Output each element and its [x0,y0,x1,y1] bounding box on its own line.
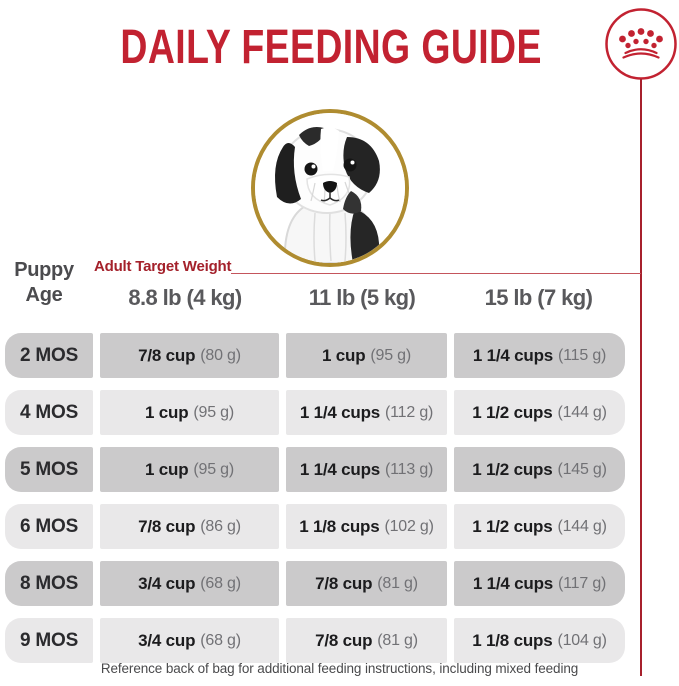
cup-amount: 1 cup [144,459,189,479]
feeding-cell: 3/4 cup (68 g) [100,618,279,663]
feeding-cell: 1 1/8 cups (102 g) [286,504,447,549]
cup-amount: 1 cup [144,402,189,422]
group-label-adult-target-weight: Adult Target Weight [94,258,232,275]
feeding-cell: 1 1/4 cups (115 g) [454,333,625,378]
cup-amount: 7/8 cup [138,345,196,365]
cup-amount: 1 1/8 cups [472,630,553,650]
cup-amount: 1 cup [321,345,366,365]
cup-amount: 1 1/2 cups [472,516,553,536]
gram-amount: (68 g) [200,631,241,649]
cup-amount: 1 1/2 cups [472,459,553,479]
feeding-cell: 1 1/4 cups (117 g) [454,561,625,606]
column-header-weight-3: 15 lb (7 kg) [484,285,593,310]
feeding-cell: 1 cup (95 g) [100,390,279,435]
gram-amount: (113 g) [385,460,434,478]
cup-amount: 1 1/4 cups [472,573,554,593]
cup-amount: 1 1/2 cups [472,402,553,422]
feeding-cell: 1 1/4 cups (112 g) [286,390,447,435]
table-row: 4 MOS 1 cup (95 g) 1 1/4 cups (112 g) 1 1/… [5,390,625,435]
age-cell: 2 MOS [5,333,93,378]
row-header-puppy-age: Puppy Age [2,258,86,308]
feeding-table: 2 MOS 7/8 cup (80 g) 1 cup (95 g) 1 1/4 cu… [5,333,625,675]
row-header-line1: Puppy [14,259,74,281]
table-row: 9 MOS 3/4 cup (68 g) 7/8 cup (81 g) 1 1/8 … [5,618,625,663]
feeding-cell: 7/8 cup (86 g) [100,504,279,549]
cup-amount: 7/8 cup [315,573,373,593]
gram-amount: (104 g) [557,631,607,649]
table-row: 5 MOS 1 cup (95 g) 1 1/4 cups (113 g) 1 1/… [5,447,625,492]
gram-amount: (95 g) [370,346,411,364]
row-header-line2: Age [25,284,63,306]
gram-amount: (81 g) [377,574,418,592]
age-cell: 6 MOS [5,504,93,549]
gram-amount: (102 g) [384,517,434,535]
column-header-weight-1: 8.8 lb (4 kg) [128,285,242,310]
table-row: 8 MOS 3/4 cup (68 g) 7/8 cup (81 g) 1 1/4 … [5,561,625,606]
vertical-divider [640,79,642,676]
footer-note: Reference back of bag for additional fee… [100,661,579,676]
age-cell: 8 MOS [5,561,93,606]
feeding-cell: 1 1/4 cups (113 g) [286,447,447,492]
gram-amount: (95 g) [193,460,234,478]
feeding-cell: 1 1/2 cups (144 g) [454,390,625,435]
cup-amount: 1 1/4 cups [472,345,554,365]
gram-amount: (95 g) [193,403,234,421]
cup-amount: 1 1/4 cups [299,402,381,422]
gram-amount: (80 g) [200,346,241,364]
gram-amount: (144 g) [557,517,607,535]
cup-amount: 1 1/8 cups [299,516,380,536]
gram-amount: (115 g) [558,346,607,364]
puppy-photo [251,109,409,267]
gram-amount: (86 g) [200,517,241,535]
shih-tzu-illustration [255,113,405,263]
gram-amount: (68 g) [200,574,241,592]
feeding-cell: 7/8 cup (80 g) [100,333,279,378]
age-cell: 5 MOS [5,447,93,492]
cup-amount: 7/8 cup [315,630,373,650]
feeding-cell: 1 1/8 cups (104 g) [454,618,625,663]
age-cell: 4 MOS [5,390,93,435]
feeding-cell: 7/8 cup (81 g) [286,561,447,606]
cup-amount: 1 1/4 cups [299,459,381,479]
feeding-cell: 7/8 cup (81 g) [286,618,447,663]
column-header-weight-2: 11 lb (5 kg) [308,285,416,310]
age-cell: 9 MOS [5,618,93,663]
table-row: 6 MOS 7/8 cup (86 g) 1 1/8 cups (102 g) 1 … [5,504,625,549]
feeding-cell: 1 1/2 cups (145 g) [454,447,625,492]
gram-amount: (112 g) [385,403,434,421]
gram-amount: (117 g) [558,574,607,592]
cup-amount: 3/4 cup [138,630,196,650]
table-row: 2 MOS 7/8 cup (80 g) 1 cup (95 g) 1 1/4 cu… [5,333,625,378]
page-title: DAILY FEEDING GUIDE [120,21,542,74]
gram-amount: (145 g) [557,460,607,478]
feeding-cell: 1 cup (95 g) [100,447,279,492]
gram-amount: (81 g) [377,631,418,649]
group-label-underline [231,273,641,274]
feeding-cell: 3/4 cup (68 g) [100,561,279,606]
feeding-cell: 1 1/2 cups (144 g) [454,504,625,549]
feeding-cell: 1 cup (95 g) [286,333,447,378]
title-wrap: DAILY FEEDING GUIDE [0,20,662,75]
cup-amount: 7/8 cup [138,516,196,536]
cup-amount: 3/4 cup [138,573,196,593]
brand-crown-icon [602,5,679,88]
gram-amount: (144 g) [557,403,607,421]
